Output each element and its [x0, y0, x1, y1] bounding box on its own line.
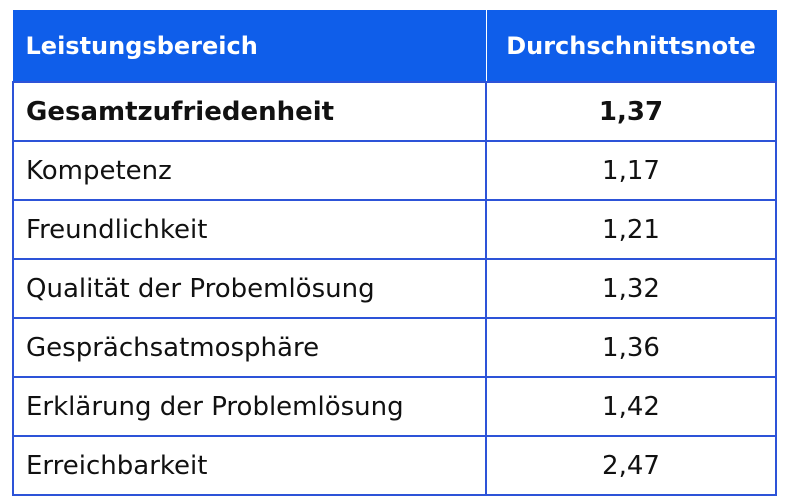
- row-label: Gesprächsatmosphäre: [12, 317, 487, 378]
- table-row: Erklärung der Problemlösung 1,42: [12, 376, 777, 437]
- row-value: 1,36: [485, 317, 777, 378]
- table-row: Gesprächsatmosphäre 1,36: [12, 317, 777, 378]
- row-value: 1,32: [485, 258, 777, 319]
- row-value: 1,21: [485, 199, 777, 260]
- table-row: Erreichbarkeit 2,47: [12, 435, 777, 496]
- row-value: 1,17: [485, 140, 777, 201]
- row-value: 1,37: [485, 81, 777, 142]
- row-label: Erreichbarkeit: [12, 435, 487, 496]
- header-leistungsbereich: Leistungsbereich: [12, 10, 487, 83]
- ratings-table: Leistungsbereich Durchschnittsnote Gesam…: [12, 10, 777, 496]
- table-row: Gesamtzufriedenheit 1,37: [12, 81, 777, 142]
- table-row: Kompetenz 1,17: [12, 140, 777, 201]
- table-row: Freundlichkeit 1,21: [12, 199, 777, 260]
- row-label: Freundlichkeit: [12, 199, 487, 260]
- row-value: 2,47: [485, 435, 777, 496]
- ratings-table-container: Leistungsbereich Durchschnittsnote Gesam…: [12, 10, 777, 496]
- row-label: Kompetenz: [12, 140, 487, 201]
- table-row: Qualität der Probemlösung 1,32: [12, 258, 777, 319]
- row-label: Qualität der Probemlösung: [12, 258, 487, 319]
- row-label: Erklärung der Problemlösung: [12, 376, 487, 437]
- row-label: Gesamtzufriedenheit: [12, 81, 487, 142]
- row-value: 1,42: [485, 376, 777, 437]
- table-header-row: Leistungsbereich Durchschnittsnote: [12, 10, 777, 83]
- header-durchschnittsnote: Durchschnittsnote: [485, 10, 777, 83]
